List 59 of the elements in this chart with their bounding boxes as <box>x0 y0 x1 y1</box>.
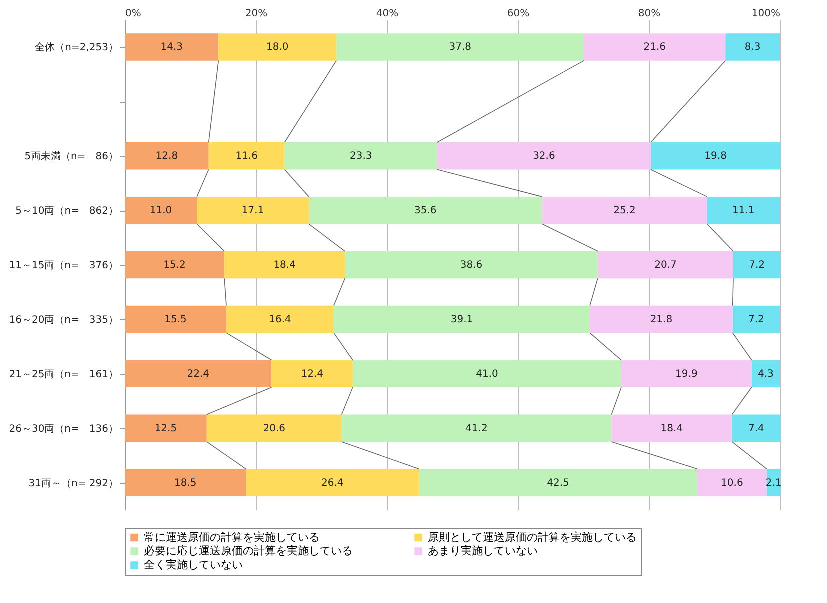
y-tick-label: 11～15両（n= 376） <box>9 260 118 272</box>
data-label: 8.3 <box>744 42 761 54</box>
x-tick-label: 100% <box>752 8 780 20</box>
data-label: 18.4 <box>660 423 684 434</box>
data-label: 2.1 <box>766 478 782 489</box>
data-label: 41.2 <box>466 423 488 434</box>
data-label: 19.8 <box>704 151 727 162</box>
data-label: 25.2 <box>614 206 636 217</box>
data-label: 7.4 <box>748 423 764 434</box>
data-label: 38.6 <box>460 260 483 271</box>
data-label: 18.0 <box>266 42 289 54</box>
data-label: 18.4 <box>274 260 296 271</box>
legend-label: 原則として運送原価の計算を実施している <box>428 530 637 544</box>
data-label: 41.0 <box>476 368 498 380</box>
data-label: 11.6 <box>236 151 258 162</box>
y-tick-label: 全体（n=2,253） <box>35 42 118 54</box>
data-label: 42.5 <box>547 478 570 489</box>
data-label: 17.1 <box>242 206 264 217</box>
data-label: 39.1 <box>450 314 474 326</box>
x-tick-label: 0% <box>126 8 142 20</box>
x-tick-label: 60% <box>507 8 530 20</box>
data-label: 21.8 <box>650 314 673 326</box>
legend-label: 常に運送原価の計算を実施している <box>144 530 320 544</box>
data-label: 12.5 <box>154 423 178 434</box>
x-tick-label: 80% <box>638 8 661 20</box>
data-label: 11.0 <box>150 206 172 217</box>
data-label: 21.6 <box>644 42 666 54</box>
data-label: 32.6 <box>533 151 556 162</box>
y-tick-label: 5両未満（n= 86） <box>24 150 118 163</box>
data-label: 19.9 <box>676 368 698 380</box>
data-label: 7.2 <box>749 260 766 271</box>
data-label: 10.6 <box>721 478 744 489</box>
data-label: 35.6 <box>414 206 437 217</box>
y-tick-label: 16～20両（n= 335） <box>9 314 118 326</box>
data-label: 26.4 <box>322 478 344 489</box>
y-tick-label: 31両～（n= 292） <box>28 478 118 490</box>
data-label: 37.8 <box>449 42 472 54</box>
y-tick-label: 26～30両（n= 136） <box>9 424 118 435</box>
data-label: 15.5 <box>164 314 187 326</box>
y-tick-label: 21～25両（n= 161） <box>9 369 118 380</box>
x-tick-label: 40% <box>376 8 399 20</box>
data-label: 20.7 <box>654 260 677 271</box>
data-label: 14.3 <box>160 42 183 54</box>
data-label: 12.4 <box>301 368 324 380</box>
data-label: 15.2 <box>164 260 186 271</box>
data-label: 16.4 <box>269 314 292 326</box>
data-label: 18.5 <box>174 478 197 489</box>
data-label: 20.6 <box>263 423 286 434</box>
data-label: 7.2 <box>748 314 764 326</box>
legend-label: 全く実施していない <box>144 558 243 572</box>
legend-label: 必要に応じ運送原価の計算を実施している <box>144 544 353 558</box>
legend-label: あまり実施していない <box>428 544 538 558</box>
data-label: 12.8 <box>156 151 178 162</box>
data-label: 11.1 <box>732 206 755 217</box>
data-label: 22.4 <box>187 368 210 380</box>
data-label: 23.3 <box>350 151 372 162</box>
data-label: 4.3 <box>758 368 774 380</box>
y-tick-label: 5～10両（n= 862） <box>16 206 118 218</box>
x-tick-label: 20% <box>245 8 268 20</box>
